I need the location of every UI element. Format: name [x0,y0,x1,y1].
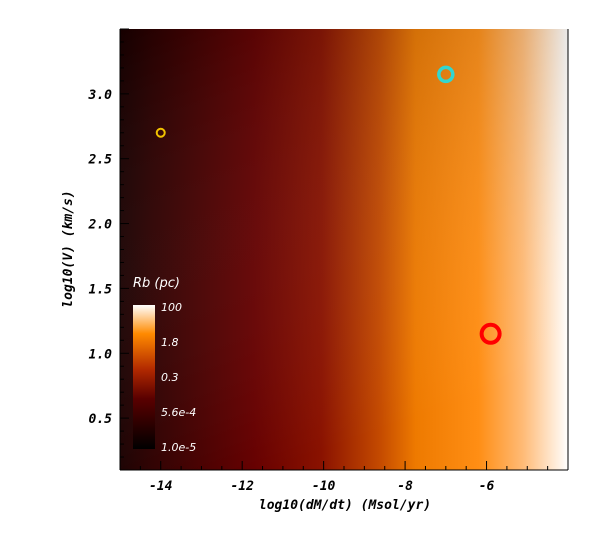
colorbar-label: 100 [161,301,182,314]
y-tick-label: 1.0 [89,347,113,362]
colorbar-label: 5.6e-4 [161,406,196,419]
x-tick-label: -12 [230,479,254,494]
y-axis-title: log10(V) (km/s) [61,190,76,307]
x-tick-label: -14 [149,479,173,494]
colorbar-label: 1.0e-5 [161,441,196,454]
markers [155,65,502,345]
colorbar-title: Rb (pc) [133,276,180,291]
y-tick-label: 3.0 [88,88,113,103]
heatmap-shading [120,29,568,470]
y-tick-label: 2.0 [88,218,113,233]
colorbar-label: 1.8 [161,336,179,349]
colorbar-label: 0.3 [161,371,179,384]
marker-circle [479,322,502,345]
colorbar-ramp [133,305,155,449]
marker-circle [155,127,166,138]
x-axis-title: log10(dM/dt) (Msol/yr) [259,498,431,513]
marker-circle [437,65,455,84]
x-ticks: -14 -12 -10 -8 -6 [119,461,549,494]
x-tick-label: -10 [312,479,336,494]
y-tick-label: 0.5 [89,412,113,427]
y-tick-label: 2.5 [88,153,113,168]
colorbar-labels: 100 1.8 0.3 5.6e-4 1.0e-5 [161,301,196,454]
x-tick-label: -6 [479,479,495,494]
y-ticks: 0.5 1.0 1.5 2.0 2.5 3.0 [88,28,129,471]
colorbar: Rb (pc) 100 1.8 0.3 5.6e-4 1.0e-5 [133,276,196,454]
x-tick-label: -8 [397,479,413,494]
y-tick-label: 1.5 [89,282,113,297]
